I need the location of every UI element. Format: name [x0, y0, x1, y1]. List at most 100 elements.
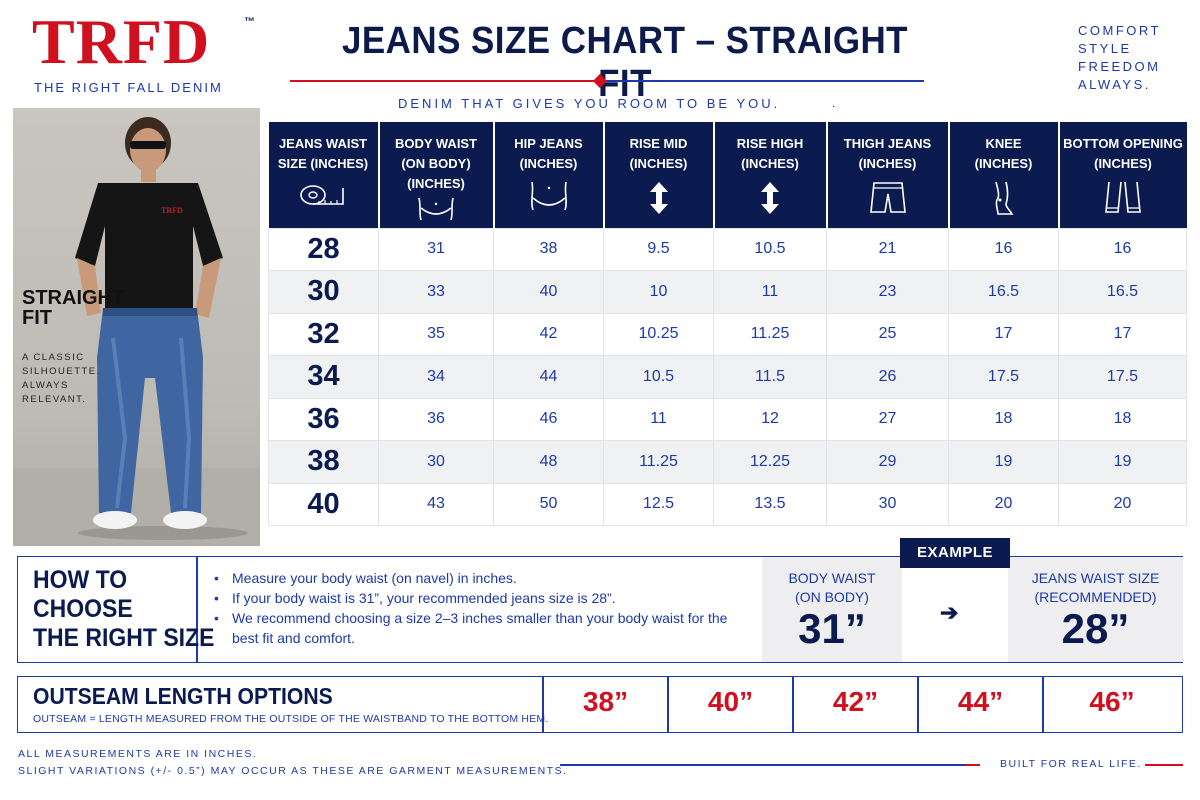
header-line: (ON BODY) [401, 156, 471, 171]
model-figure: TRFD [13, 117, 260, 546]
how-to-bullet: Measure your body waist (on navel) in in… [214, 568, 744, 588]
outseam-option: 46” [1089, 686, 1135, 717]
measurement-cell: 16.5 [948, 270, 1059, 314]
footer-rule-red-end [1145, 764, 1183, 766]
measurement-cell: 10 [603, 270, 714, 314]
title-rule-blue [606, 80, 924, 82]
jeans-waist-cell: 30 [268, 270, 379, 314]
how-to-title: HOW TO CHOOSE THE RIGHT SIZE [33, 566, 214, 653]
header-line: (INCHES) [741, 156, 799, 171]
column-header-bottom-opening: BOTTOM OPENING (INCHES) [1058, 122, 1187, 228]
measurement-cell: 38 [493, 227, 604, 271]
header-line: JEANS WAIST [278, 136, 368, 151]
measurement-cell: 19 [948, 440, 1059, 484]
fit-label-line: STRAIGHT [22, 287, 125, 309]
measurement-cell: 19 [1058, 440, 1187, 484]
example-badge: EXAMPLE [900, 538, 1010, 568]
title-rule-red [290, 80, 596, 82]
column-header-thigh: THIGH JEANS (INCHES) [826, 122, 950, 228]
motto-line: COMFORT [1078, 23, 1161, 38]
jeans-waist-cell: 32 [268, 312, 379, 356]
jeans-waist-cell: 34 [268, 355, 379, 399]
example-jeans-size-box: JEANS WAIST SIZE (RECOMMENDED) 28” [1008, 557, 1183, 662]
measurement-cell: 18 [948, 397, 1059, 441]
example-from-label: (ON BODY) [795, 589, 869, 605]
example-to-label: (RECOMMENDED) [1034, 589, 1157, 605]
hip-icon [530, 181, 567, 211]
footer-note-line: ALL MEASUREMENTS ARE IN INCHES. [18, 748, 258, 760]
footer-slogan: BUILT FOR REAL LIFE. [1000, 758, 1142, 770]
measurement-cell: 33 [378, 270, 494, 314]
measurement-cell: 11.25 [603, 440, 714, 484]
measurement-cell: 40 [493, 270, 604, 314]
measurement-cell: 12.5 [603, 482, 714, 526]
column-header-body-waist: BODY WAIST (ON BODY) (INCHES) [378, 122, 495, 228]
measurement-cell: 13.5 [713, 482, 827, 526]
measurement-cell: 25 [826, 312, 949, 356]
fit-description-line: SILHOUETTE. [22, 366, 101, 377]
jeans-waist-cell: 38 [268, 440, 379, 484]
how-to-title-line: THE RIGHT SIZE [33, 624, 215, 652]
measurement-cell: 26 [826, 355, 949, 399]
fit-description-line: ALWAYS [22, 380, 69, 391]
measurement-cell: 36 [378, 397, 494, 441]
measurement-cell: 10.5 [713, 227, 827, 271]
header-line: BODY WAIST [394, 136, 478, 151]
table-row: 32 35 42 10.25 11.25 25 17 17 [268, 312, 1187, 356]
column-header-rise-mid: RISE MID (INCHES) [603, 122, 715, 228]
measurement-cell: 30 [378, 440, 494, 484]
table-row: 38 30 48 11.25 12.25 29 19 19 [268, 440, 1187, 484]
table-row: 30 33 40 10 11 23 16.5 16.5 [268, 270, 1187, 314]
how-to-bullet: If your body waist is 31”, your recommen… [214, 588, 744, 608]
header-line: (INCHES) [407, 176, 465, 191]
measurement-cell: 16 [948, 227, 1059, 271]
outseam-divider [667, 677, 669, 732]
outseam-option: 42” [832, 686, 879, 717]
size-chart-table: JEANS WAIST SIZE (INCHES) BODY WAIST (ON… [268, 122, 1187, 526]
measurement-cell: 16.5 [1058, 270, 1187, 314]
arrow-right-icon: ➔ [940, 600, 959, 625]
header-line: (INCHES) [974, 156, 1033, 171]
vertical-arrow-icon [649, 182, 668, 214]
column-header-rise-high: RISE HIGH (INCHES) [713, 122, 828, 228]
trademark-symbol: ™ [244, 16, 255, 28]
header-line: RISE HIGH [736, 136, 804, 151]
footer-note-line: SLIGHT VARIATIONS (+/- 0.5”) MAY OCCUR A… [18, 765, 568, 777]
example-body-waist-box: BODY WAIST (ON BODY) 31” [762, 557, 902, 662]
footer-rule-blue [560, 764, 965, 766]
outseam-divider [917, 677, 919, 732]
vertical-arrow-icon [761, 182, 779, 214]
motto-line: STYLE [1078, 41, 1132, 56]
jeans-waist-cell: 36 [268, 397, 379, 441]
table-row: 40 43 50 12.5 13.5 30 20 20 [268, 482, 1187, 526]
header-line: KNEE [985, 136, 1022, 151]
leg-icon [994, 181, 1013, 215]
jeans-bottom-icon [1105, 181, 1141, 213]
column-header-hip: HIP JEANS (INCHES) [493, 122, 605, 228]
measurement-cell: 44 [493, 355, 604, 399]
outseam-title: OUTSEAM LENGTH OPTIONS [33, 683, 333, 709]
header-line: RISE MID [629, 136, 688, 151]
motto: COMFORT STYLE FREEDOM ALWAYS. [1078, 22, 1161, 94]
outseam-section [17, 676, 1183, 733]
header-line: BOTTOM OPENING [1063, 136, 1183, 151]
subtitle-dot: . [832, 96, 836, 110]
jeans-waist-cell: 28 [268, 227, 379, 271]
body-waist-icon [418, 197, 454, 221]
fit-description-line: A CLASSIC [22, 352, 85, 363]
measurement-cell: 11 [713, 270, 827, 314]
measurement-cell: 9.5 [603, 227, 714, 271]
header-line: HIP JEANS [514, 136, 583, 151]
measurement-cell: 12.25 [713, 440, 827, 484]
measurement-cell: 43 [378, 482, 494, 526]
measurement-cell: 23 [826, 270, 949, 314]
brand-tagline: THE RIGHT FALL DENIM [34, 80, 223, 95]
measurement-cell: 29 [826, 440, 949, 484]
measurement-cell: 27 [826, 397, 949, 441]
page-title: JEANS SIZE CHART – STRAIGHT FIT [341, 20, 909, 105]
how-to-bullet: We recommend choosing a size 2–3 inches … [214, 608, 744, 648]
fit-label: STRAIGHT FIT [22, 288, 124, 328]
header-line: (INCHES) [1094, 156, 1152, 171]
measurement-cell: 12 [713, 397, 827, 441]
measurement-cell: 34 [378, 355, 494, 399]
